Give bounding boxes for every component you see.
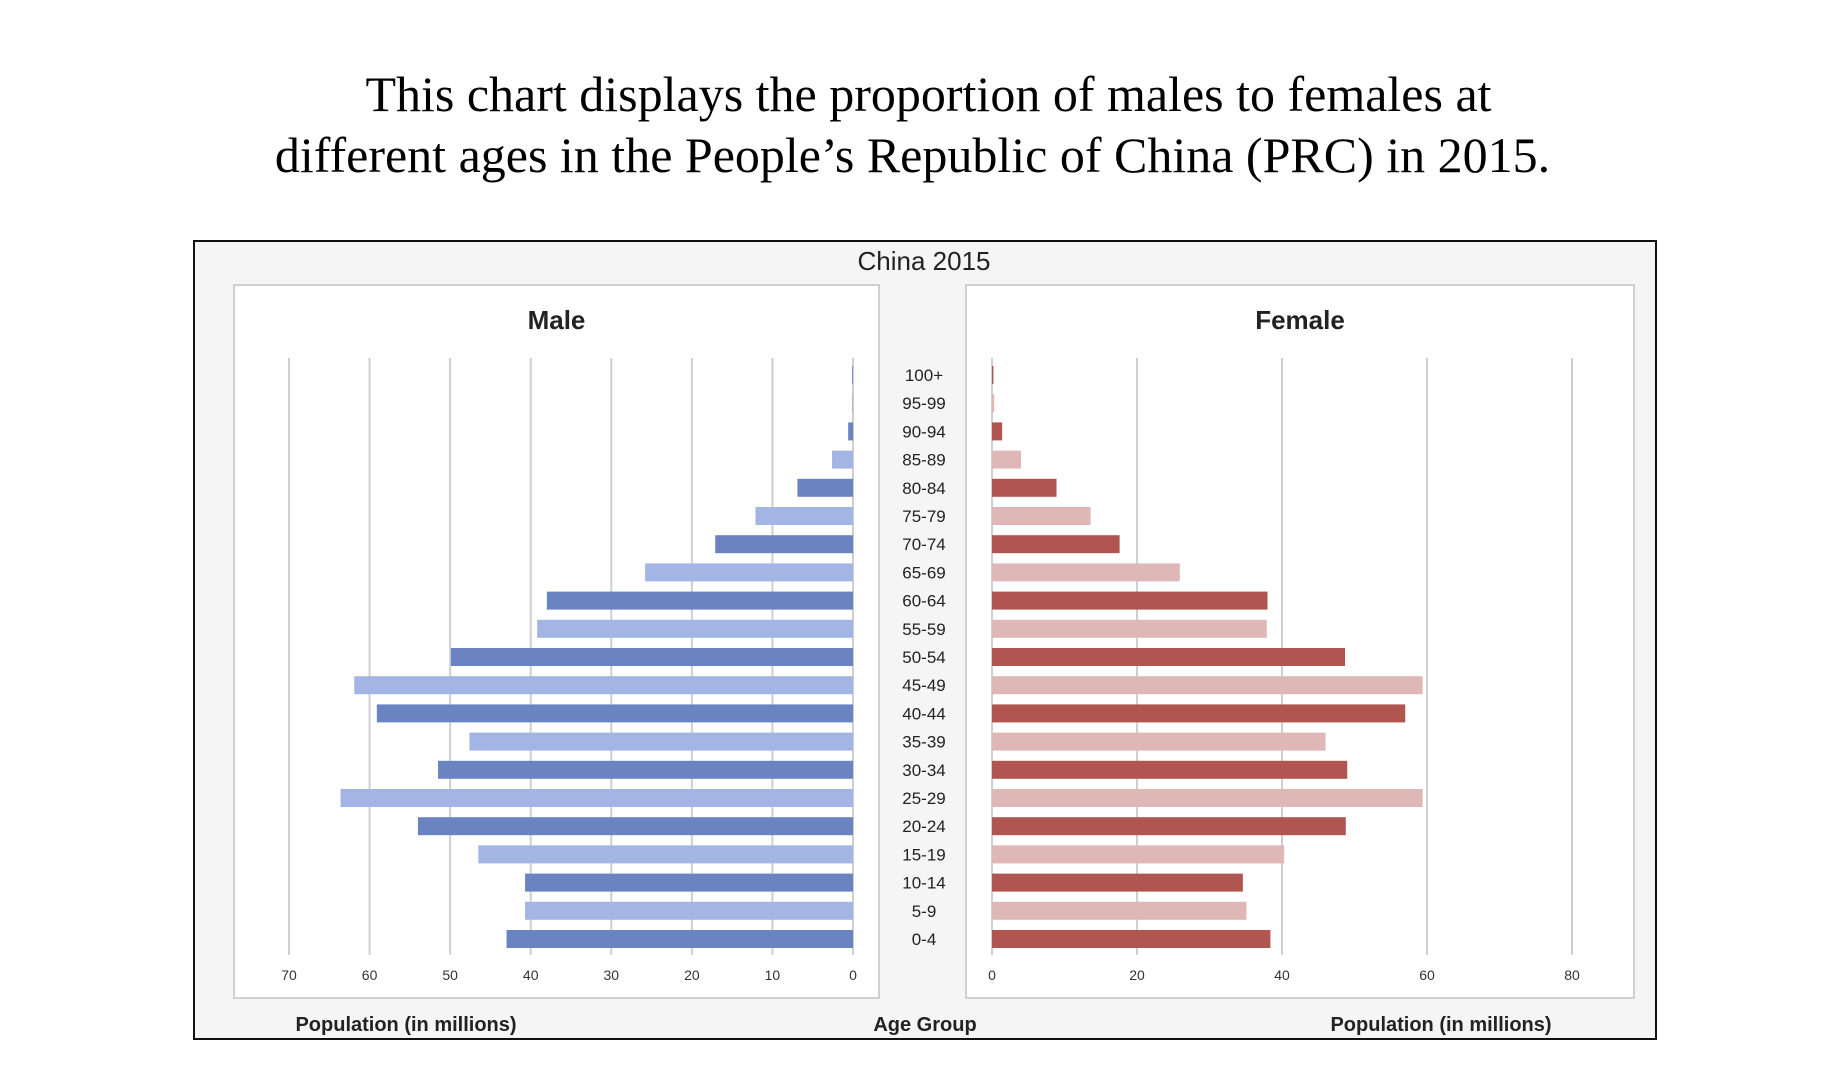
age-group-label: 5-9 [912, 902, 937, 921]
age-group-label: 15-19 [902, 845, 945, 864]
female-tick-label: 40 [1274, 967, 1290, 983]
male-bar-65-69 [645, 563, 853, 582]
female-bar-100+ [992, 366, 994, 384]
male-bar-20-24 [417, 817, 853, 836]
female-bar-50-54 [992, 648, 1346, 666]
male-bar-85-89 [832, 450, 853, 469]
age-group-label: 40-44 [902, 704, 945, 723]
female-bar-15-19 [992, 845, 1285, 864]
female-bar-0-4 [992, 930, 1271, 948]
female-tick-label: 80 [1564, 967, 1580, 983]
male-tick-label: 10 [765, 967, 781, 983]
male-bar-10-14 [525, 873, 853, 892]
age-group-label: 95-99 [902, 394, 945, 413]
male-bar-35-39 [469, 732, 853, 751]
female-bar-60-64 [992, 591, 1268, 610]
age-group-label: 10-14 [902, 874, 945, 893]
age-group-label: 60-64 [902, 592, 945, 611]
female-bar-5-9 [992, 901, 1247, 920]
female-bar-45-49 [992, 676, 1423, 695]
female-bar-85-89 [992, 450, 1021, 469]
female-tick-label: 0 [988, 967, 996, 983]
female-bar-65-69 [992, 563, 1180, 582]
male-bar-15-19 [478, 845, 853, 864]
male-bar-25-29 [340, 789, 854, 807]
male-tick-label: 60 [362, 967, 378, 983]
caption-line-1: This chart displays the proportion of ma… [365, 66, 1492, 122]
female-bar-25-29 [992, 789, 1423, 807]
female-bar-95-99 [992, 394, 995, 413]
male-bar-90-94 [848, 422, 853, 441]
female-bar-10-14 [992, 873, 1243, 892]
age-group-label: 30-34 [902, 761, 945, 780]
caption-line-2: different ages in the People’s Republic … [274, 127, 1551, 183]
age-group-label: 75-79 [902, 507, 945, 526]
male-bar-70-74 [715, 535, 853, 554]
female-bar-90-94 [992, 422, 1003, 441]
male-tick-label: 70 [281, 967, 297, 983]
male-bar-0-4 [506, 930, 853, 948]
female-bar-30-34 [992, 760, 1348, 779]
female-bar-75-79 [992, 507, 1091, 525]
male-bar-5-9 [525, 901, 853, 920]
male-bar-80-84 [797, 478, 853, 497]
male-tick-label: 30 [603, 967, 619, 983]
male-tick-label: 50 [442, 967, 458, 983]
age-group-label: 0-4 [912, 930, 937, 949]
male-tick-label: 40 [523, 967, 539, 983]
male-panel-title: Male [528, 305, 586, 335]
male-tick-label: 0 [849, 967, 857, 983]
male-bar-45-49 [354, 676, 853, 695]
female-bar-55-59 [992, 619, 1267, 638]
age-group-label: 85-89 [902, 451, 945, 470]
male-bar-30-34 [438, 760, 853, 779]
chart-caption: This chart displays the proportion of ma… [0, 64, 1825, 186]
age-group-label: 90-94 [902, 422, 945, 441]
age-group-label: 50-54 [902, 648, 945, 667]
age-group-label: 20-24 [902, 817, 945, 836]
female-tick-label: 20 [1129, 967, 1145, 983]
female-bar-80-84 [992, 478, 1057, 497]
age-group-label: 70-74 [902, 535, 945, 554]
male-tick-label: 20 [684, 967, 700, 983]
age-group-label: 35-39 [902, 733, 945, 752]
male-bar-95-99 [852, 394, 853, 413]
age-group-label: 25-29 [902, 789, 945, 808]
male-x-axis-label: Population (in millions) [295, 1014, 516, 1036]
age-group-label: 80-84 [902, 479, 945, 498]
age-group-label: 100+ [905, 366, 943, 385]
female-tick-label: 60 [1419, 967, 1435, 983]
female-bar-20-24 [992, 817, 1346, 836]
female-panel-title: Female [1255, 305, 1345, 335]
male-bar-60-64 [546, 591, 853, 610]
female-bar-40-44 [992, 704, 1406, 723]
female-x-axis-label: Population (in millions) [1330, 1014, 1551, 1036]
male-bar-75-79 [755, 507, 853, 525]
male-bar-55-59 [537, 619, 853, 638]
age-group-label: 45-49 [902, 676, 945, 695]
age-group-label: 55-59 [902, 620, 945, 639]
male-bar-50-54 [450, 648, 853, 666]
male-bar-40-44 [376, 704, 853, 723]
female-bar-70-74 [992, 535, 1120, 554]
age-group-label: 65-69 [902, 563, 945, 582]
age-group-axis-label: Age Group [873, 1014, 976, 1036]
female-bar-35-39 [992, 732, 1326, 751]
male-bar-100+ [852, 366, 853, 384]
chart-title: China 2015 [858, 246, 991, 276]
